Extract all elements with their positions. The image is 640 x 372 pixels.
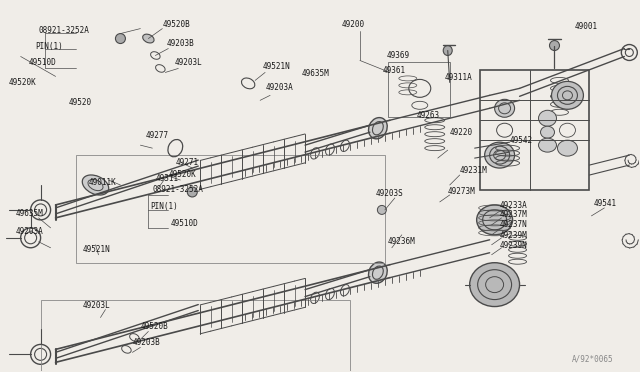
Ellipse shape (550, 41, 559, 51)
Text: 49521N: 49521N (263, 62, 291, 71)
Text: 49361: 49361 (383, 66, 406, 75)
Text: 49510D: 49510D (29, 58, 56, 67)
Ellipse shape (541, 126, 554, 138)
Text: 49520B: 49520B (163, 20, 190, 29)
Text: 49311A: 49311A (445, 73, 472, 82)
Text: 49203A: 49203A (15, 227, 44, 236)
Text: 49200: 49200 (342, 20, 365, 29)
Text: 49220: 49220 (450, 128, 473, 137)
Ellipse shape (538, 138, 557, 152)
Text: 49203B: 49203B (132, 338, 160, 347)
Ellipse shape (557, 140, 577, 156)
Ellipse shape (143, 34, 154, 43)
Ellipse shape (477, 205, 513, 235)
Ellipse shape (83, 175, 109, 195)
Text: 49542: 49542 (509, 136, 532, 145)
Text: 49510D: 49510D (170, 219, 198, 228)
Text: 49231M: 49231M (460, 166, 488, 174)
Ellipse shape (378, 205, 387, 214)
Bar (388, 62, 450, 117)
Text: 49203S: 49203S (376, 189, 404, 199)
Circle shape (188, 187, 197, 197)
Ellipse shape (552, 81, 584, 109)
Text: A/92*0065: A/92*0065 (572, 355, 613, 364)
Ellipse shape (444, 45, 452, 55)
Bar (40, 299, 350, 372)
Circle shape (115, 33, 125, 44)
Ellipse shape (495, 99, 515, 117)
Text: 49263: 49263 (417, 111, 440, 120)
Text: 49233A: 49233A (500, 201, 527, 211)
Text: 49239M: 49239M (500, 231, 527, 240)
Text: 49001: 49001 (575, 22, 598, 31)
Text: 49203L: 49203L (83, 301, 110, 310)
Text: 49520: 49520 (68, 98, 92, 107)
Text: 49635M: 49635M (302, 69, 330, 78)
Text: 49011K: 49011K (88, 177, 116, 186)
Text: 08921-3252A: 08921-3252A (38, 26, 90, 35)
Text: 49203B: 49203B (166, 39, 194, 48)
Ellipse shape (369, 118, 387, 139)
Text: 08921-3252A: 08921-3252A (152, 186, 204, 195)
Text: 49203A: 49203A (266, 83, 294, 92)
Text: PIN(1): PIN(1) (36, 42, 63, 51)
Bar (479, 70, 589, 190)
Text: 49369: 49369 (387, 51, 410, 60)
Ellipse shape (538, 110, 557, 126)
Text: 49239N: 49239N (500, 241, 527, 250)
Text: 49237M: 49237M (500, 211, 527, 219)
Text: 49541: 49541 (593, 199, 616, 208)
Text: PIN(1): PIN(1) (150, 202, 178, 211)
Text: 49311: 49311 (156, 173, 179, 183)
Text: 49237N: 49237N (500, 220, 527, 230)
Text: 49520B: 49520B (140, 322, 168, 331)
Text: 49521N: 49521N (83, 245, 110, 254)
Text: 49520K: 49520K (9, 78, 36, 87)
Text: 49273M: 49273M (448, 187, 476, 196)
Ellipse shape (484, 142, 515, 168)
Text: 49635M: 49635M (15, 209, 44, 218)
Text: 49271: 49271 (175, 158, 198, 167)
Bar (76, 155, 385, 263)
Text: 49203L: 49203L (174, 58, 202, 67)
Text: 49520K: 49520K (168, 170, 196, 179)
Text: 49236M: 49236M (388, 237, 415, 246)
Text: 49277: 49277 (145, 131, 168, 140)
Ellipse shape (369, 262, 387, 283)
Ellipse shape (470, 263, 520, 307)
